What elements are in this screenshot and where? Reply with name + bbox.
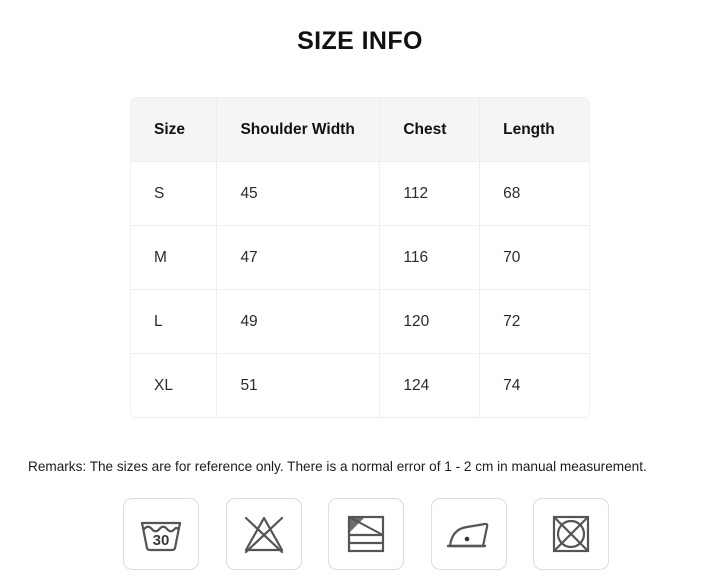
size-info-table-container: Size Shoulder Width Chest Length S 45 11… bbox=[131, 98, 589, 417]
cell-size: XL bbox=[131, 353, 218, 417]
do-not-tumble-dry-icon bbox=[550, 513, 592, 555]
page-title: SIZE INFO bbox=[297, 27, 423, 55]
cell-shoulder-width: 49 bbox=[216, 289, 381, 354]
table-header-row: Size Shoulder Width Chest Length bbox=[131, 98, 589, 162]
cell-shoulder-width: 47 bbox=[216, 225, 381, 290]
care-symbol-wash-30: 30 bbox=[123, 498, 199, 570]
care-symbol-do-not-bleach bbox=[225, 498, 302, 570]
cell-chest: 120 bbox=[379, 289, 481, 354]
care-symbols-row: 30 bbox=[123, 498, 609, 570]
table-body: S 45 112 68 M 47 116 70 L 49 120 72 XL 5… bbox=[131, 161, 589, 417]
cell-length: 72 bbox=[479, 289, 589, 354]
table-header: Size Shoulder Width Chest Length bbox=[131, 98, 589, 162]
cell-size: M bbox=[131, 225, 218, 290]
cell-shoulder-width: 45 bbox=[216, 161, 381, 226]
remarks-text: Remarks: The sizes are for reference onl… bbox=[28, 459, 647, 474]
size-info-table: Size Shoulder Width Chest Length S 45 11… bbox=[131, 98, 589, 417]
care-symbol-iron-low-heat bbox=[430, 498, 507, 570]
cell-length: 70 bbox=[479, 225, 589, 290]
cell-length: 68 bbox=[479, 161, 589, 226]
cell-chest: 116 bbox=[379, 225, 481, 290]
table-row: S 45 112 68 bbox=[131, 161, 589, 226]
table-row: L 49 120 72 bbox=[131, 289, 589, 354]
cell-chest: 124 bbox=[379, 353, 481, 417]
cell-chest: 112 bbox=[379, 161, 481, 226]
do-not-bleach-icon bbox=[241, 513, 287, 555]
dry-flat-shade-icon bbox=[345, 513, 387, 555]
cell-size: L bbox=[131, 289, 218, 354]
cell-shoulder-width: 51 bbox=[216, 353, 381, 417]
table-row: XL 51 124 74 bbox=[131, 353, 589, 417]
column-header-chest: Chest bbox=[379, 98, 481, 162]
column-header-shoulder-width: Shoulder Width bbox=[216, 98, 381, 162]
care-symbol-dry-flat-shade bbox=[328, 498, 404, 570]
wash-30-icon: 30 bbox=[138, 514, 184, 554]
iron-low-heat-icon bbox=[445, 516, 493, 552]
column-header-size: Size bbox=[131, 98, 218, 162]
care-symbol-do-not-tumble-dry bbox=[533, 498, 609, 570]
cell-length: 74 bbox=[503, 376, 521, 394]
svg-text:30: 30 bbox=[153, 532, 170, 549]
column-header-length: Length bbox=[479, 98, 589, 162]
cell-size: S bbox=[131, 161, 218, 226]
table-row: M 47 116 70 bbox=[131, 225, 589, 290]
